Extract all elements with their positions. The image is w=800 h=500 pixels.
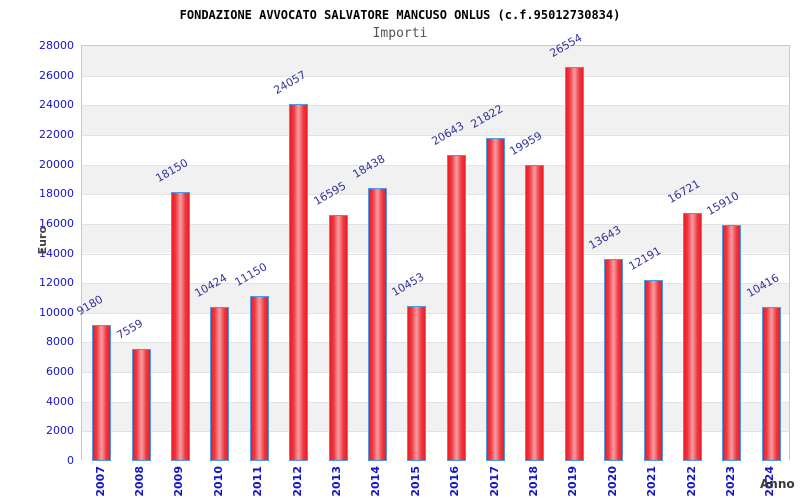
x-tick-label-2018: 2018 <box>526 466 540 497</box>
gridline <box>82 431 789 433</box>
plot-band <box>82 431 789 461</box>
bar-2017 <box>486 137 506 461</box>
y-tick-label: 14000 <box>39 246 74 260</box>
plot-band <box>82 283 789 313</box>
gridline <box>82 134 789 136</box>
plot-band <box>82 194 789 224</box>
gridline <box>82 105 789 107</box>
plot-band <box>82 372 789 402</box>
x-tick-label-2022: 2022 <box>684 466 698 497</box>
y-tick-label: 20000 <box>39 157 74 171</box>
plot-band <box>82 223 789 254</box>
bar-2018 <box>525 165 545 461</box>
plot-area <box>81 45 790 461</box>
x-tick-label-2012: 2012 <box>290 466 304 497</box>
x-tick-label-2016: 2016 <box>448 466 462 497</box>
plot-band <box>82 401 789 432</box>
gridline <box>82 164 789 166</box>
plot-band <box>82 312 789 343</box>
gridline <box>82 312 789 314</box>
bar-2007 <box>92 324 112 461</box>
y-tick-label: 22000 <box>39 127 74 141</box>
gridline <box>82 223 789 225</box>
bar-2013 <box>328 215 348 461</box>
plot-band <box>82 342 789 373</box>
x-tick-label-2007: 2007 <box>93 466 107 497</box>
gridline <box>82 401 789 403</box>
y-tick-label: 2000 <box>46 424 74 438</box>
y-axis-title: Euro <box>36 226 49 255</box>
gridline <box>82 194 789 196</box>
x-tick-label-2010: 2010 <box>211 466 225 497</box>
y-tick-label: 16000 <box>39 216 74 230</box>
x-tick-label-2009: 2009 <box>172 466 186 497</box>
bar-2023 <box>722 225 742 461</box>
x-tick-label-2015: 2015 <box>408 466 422 497</box>
x-tick-label-2008: 2008 <box>133 466 147 497</box>
x-tick-label-2011: 2011 <box>251 466 265 497</box>
bar-2016 <box>446 155 466 461</box>
gridline <box>82 75 789 77</box>
bar-2022 <box>683 213 703 461</box>
bar-2024 <box>761 306 781 461</box>
y-tick-label: 10000 <box>39 305 74 319</box>
y-tick-label: 4000 <box>46 394 74 408</box>
bar-2014 <box>367 187 387 461</box>
x-tick-label-2023: 2023 <box>723 466 737 497</box>
x-tick-label-2014: 2014 <box>369 466 383 497</box>
bar-2020 <box>604 258 624 461</box>
gridline <box>82 253 789 255</box>
plot-band <box>82 105 789 135</box>
bar-2009 <box>170 191 190 461</box>
plot-band <box>82 164 789 195</box>
x-tick-label-2019: 2019 <box>566 466 580 497</box>
plot-band <box>82 134 789 165</box>
gridline <box>82 283 789 285</box>
x-tick-label-2020: 2020 <box>605 466 619 497</box>
x-axis-title: Anno <box>760 477 795 491</box>
y-tick-label: 0 <box>67 454 74 467</box>
y-tick-label: 18000 <box>39 187 74 201</box>
chart-subtitle: Importi <box>372 26 428 41</box>
x-tick-label-2021: 2021 <box>645 466 659 497</box>
bar-2010 <box>210 306 230 461</box>
gridline <box>82 342 789 344</box>
x-tick-label-2017: 2017 <box>487 466 501 497</box>
y-tick-label: 6000 <box>46 365 74 379</box>
bar-2019 <box>564 67 584 461</box>
y-tick-label: 8000 <box>46 335 74 349</box>
y-tick-label: 24000 <box>39 98 74 112</box>
bar-2015 <box>407 306 427 461</box>
plot-band <box>82 75 789 106</box>
y-tick-label: 26000 <box>39 68 74 82</box>
y-tick-label: 12000 <box>39 276 74 290</box>
bar-2021 <box>643 280 663 461</box>
bar-2008 <box>131 348 151 461</box>
bar-2011 <box>249 295 269 461</box>
gridline <box>82 372 789 374</box>
bar-2012 <box>289 104 309 461</box>
chart-title: FONDAZIONE AVVOCATO SALVATORE MANCUSO ON… <box>179 8 621 22</box>
plot-band <box>82 46 789 76</box>
y-tick-label: 28000 <box>39 39 74 52</box>
plot-band <box>82 253 789 284</box>
x-tick-label-2013: 2013 <box>330 466 344 497</box>
